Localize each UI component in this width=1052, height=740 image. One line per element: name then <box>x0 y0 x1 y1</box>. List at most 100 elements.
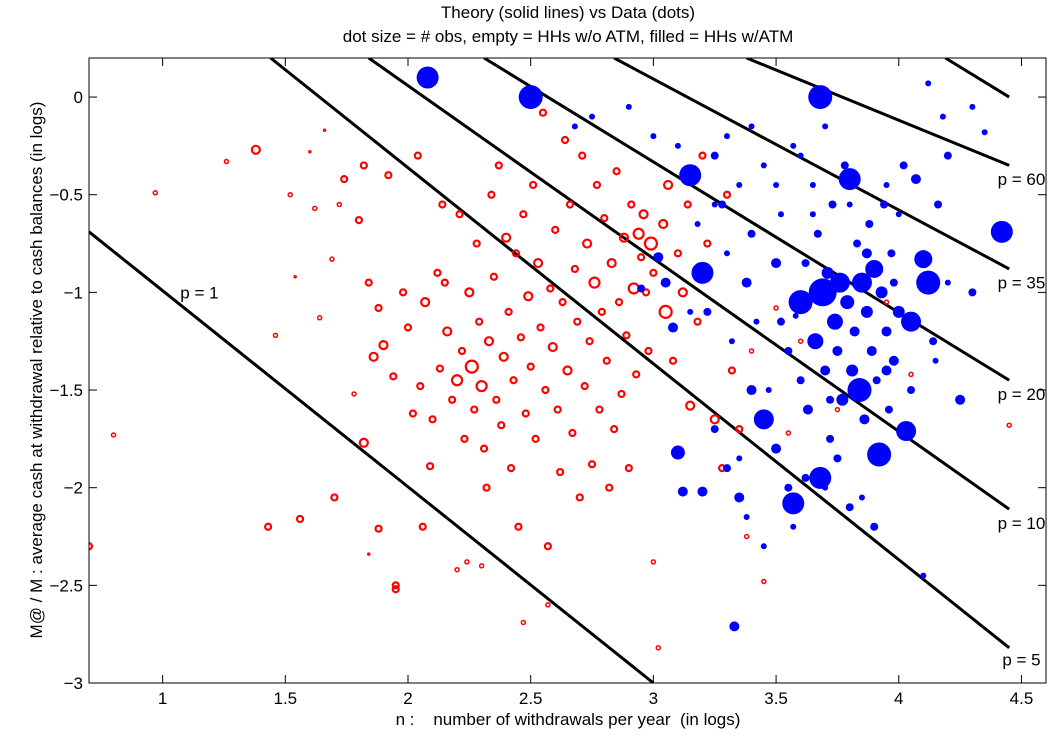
data-point-empty <box>223 158 230 165</box>
data-point-empty <box>655 645 662 651</box>
data-point-filled <box>832 345 843 356</box>
x-tick-label: 3 <box>649 689 658 708</box>
data-point-empty <box>551 225 560 234</box>
y-tick-label: −1.5 <box>49 381 83 400</box>
data-point-empty <box>364 278 373 287</box>
x-tick-label: 1 <box>158 689 167 708</box>
data-point-empty <box>420 297 431 308</box>
data-point-empty <box>440 278 449 287</box>
data-point-empty <box>322 128 327 133</box>
data-point-empty <box>398 288 408 297</box>
data-point-filled <box>853 239 862 248</box>
data-point-empty <box>632 227 645 240</box>
data-point-filled <box>797 152 804 159</box>
data-point-filled <box>813 229 822 238</box>
data-point-empty <box>389 372 398 381</box>
data-point-filled <box>790 523 797 530</box>
data-point-filled <box>747 229 756 238</box>
data-point-filled <box>901 311 922 332</box>
data-point-filled <box>875 286 888 299</box>
data-point-filled <box>777 211 784 218</box>
data-point-empty <box>475 317 484 326</box>
data-point-empty <box>408 409 418 418</box>
data-point-empty <box>588 276 601 289</box>
data-point-empty <box>773 305 779 311</box>
data-point-filled <box>677 486 688 497</box>
data-point-filled <box>944 279 951 286</box>
data-point-filled <box>880 200 889 209</box>
theory-line-label: p = 10 <box>998 514 1046 533</box>
data-point-filled <box>969 103 976 110</box>
data-point-empty <box>312 205 318 212</box>
data-point-filled <box>760 162 767 169</box>
data-point-empty <box>632 370 641 379</box>
data-point-empty <box>359 161 368 170</box>
data-point-empty <box>470 405 479 414</box>
data-point-filled <box>741 277 752 288</box>
data-point-filled <box>788 290 813 315</box>
data-point-filled <box>847 378 872 403</box>
theory-line <box>269 58 1011 650</box>
data-point-empty <box>472 239 481 248</box>
data-point-empty <box>250 144 261 155</box>
data-point-empty <box>497 421 506 430</box>
data-point-filled <box>589 113 596 120</box>
data-point-empty <box>643 236 659 251</box>
data-point-empty <box>501 232 512 243</box>
data-point-filled <box>881 326 892 337</box>
x-tick-label: 2 <box>403 689 412 708</box>
data-point-empty <box>578 151 587 160</box>
data-point-empty <box>435 364 444 373</box>
data-point-empty <box>677 287 688 298</box>
data-point-empty <box>514 522 523 531</box>
data-point-empty <box>89 542 94 551</box>
x-axis: 1 1.5 2 2.5 3 3.5 4 4.5 <box>158 58 1033 708</box>
data-point-empty <box>624 464 633 473</box>
data-point-empty <box>685 400 696 411</box>
data-point-filled <box>808 85 833 110</box>
data-point-empty <box>428 415 437 424</box>
data-point-filled <box>920 572 927 579</box>
data-point-filled <box>887 249 896 258</box>
data-point-empty <box>683 200 692 209</box>
data-point-filled <box>896 421 917 442</box>
data-point-empty <box>834 406 841 413</box>
data-point-filled <box>829 272 850 293</box>
data-point-filled <box>518 85 543 110</box>
data-point-filled <box>892 305 905 318</box>
data-point-empty <box>797 338 804 344</box>
data-point-empty <box>526 362 535 371</box>
data-point-empty <box>592 180 602 190</box>
data-point-empty <box>638 209 649 220</box>
data-point-filled <box>660 277 671 288</box>
theory-line-label: p = 35 <box>998 274 1046 293</box>
data-point-empty <box>351 391 357 397</box>
data-point-filled <box>821 266 834 279</box>
data-point-empty <box>287 191 293 198</box>
data-point-empty <box>455 210 464 219</box>
data-point-empty <box>293 275 297 279</box>
data-point-filled <box>697 486 708 497</box>
data-point-filled <box>734 492 745 503</box>
data-point-empty <box>709 414 720 425</box>
data-point-empty <box>618 232 630 243</box>
data-point-filled <box>765 387 772 394</box>
data-point-empty <box>498 351 509 362</box>
data-point-empty <box>358 437 369 448</box>
data-point-filled <box>939 113 946 120</box>
data-point-empty <box>570 264 579 274</box>
data-point-filled <box>637 284 646 293</box>
data-point-empty <box>482 483 491 492</box>
data-point-empty <box>433 268 442 277</box>
data-point-filled <box>865 259 884 278</box>
chart-subtitle: dot size = # obs, empty = HHs w/o ATM, f… <box>343 27 793 46</box>
data-point-empty <box>1006 422 1012 428</box>
data-point-filled <box>694 221 701 228</box>
data-point-empty <box>391 581 400 590</box>
data-point-filled <box>743 513 750 520</box>
data-point-filled <box>571 123 578 130</box>
data-point-empty <box>637 253 646 262</box>
data-point-empty <box>316 315 323 321</box>
